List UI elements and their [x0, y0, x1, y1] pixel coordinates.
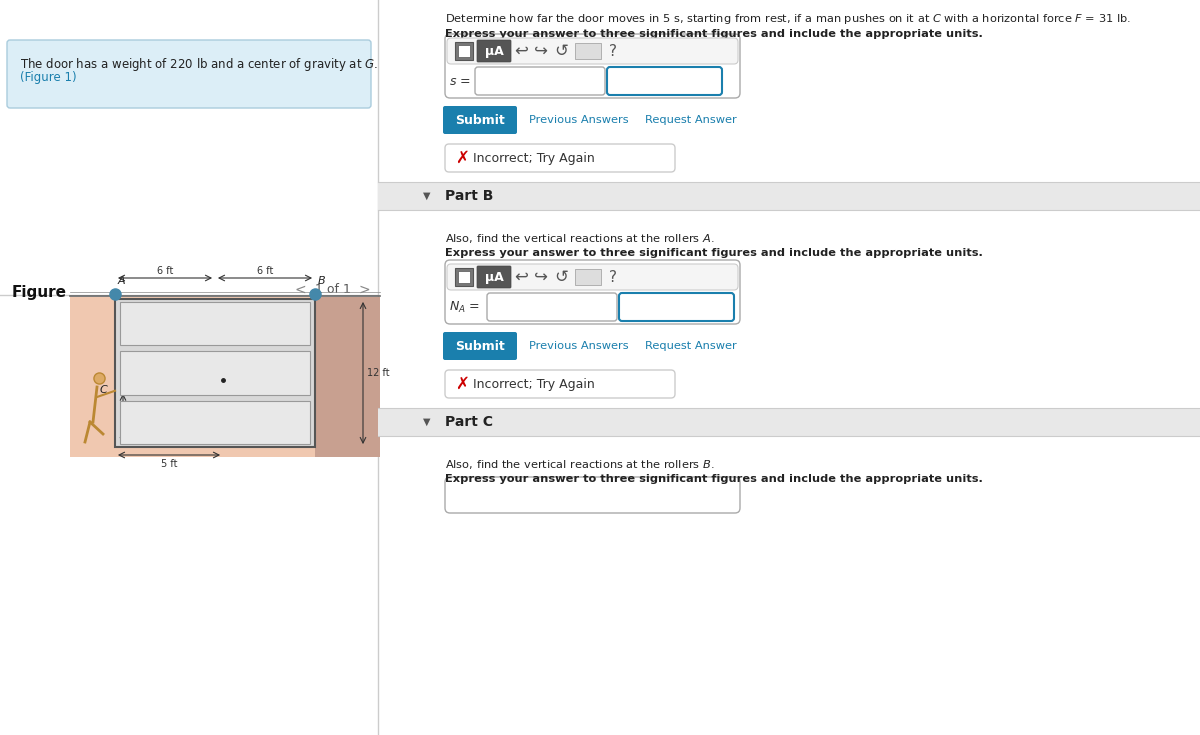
Text: μA: μA — [485, 45, 503, 57]
Text: $s$ =: $s$ = — [449, 74, 470, 87]
Text: 3 ft: 3 ft — [130, 414, 145, 424]
Text: ↩: ↩ — [514, 268, 528, 286]
Text: Incorrect; Try Again: Incorrect; Try Again — [473, 151, 595, 165]
FancyBboxPatch shape — [446, 264, 738, 290]
Text: <: < — [295, 283, 307, 297]
Text: B: B — [318, 276, 325, 286]
Text: ↺: ↺ — [554, 42, 568, 60]
FancyBboxPatch shape — [607, 67, 722, 95]
Text: Request Answer: Request Answer — [646, 341, 737, 351]
Text: ✗: ✗ — [455, 149, 469, 167]
Bar — [120, 401, 310, 444]
Text: ↪: ↪ — [534, 42, 548, 60]
Bar — [575, 269, 601, 285]
Text: Units: Units — [619, 74, 658, 88]
Text: Value: Value — [487, 74, 529, 88]
Bar — [115, 299, 314, 447]
Text: Figure: Figure — [12, 285, 67, 300]
Text: Part C: Part C — [445, 415, 493, 429]
Text: Request Answer: Request Answer — [646, 115, 737, 125]
Text: ↺: ↺ — [554, 268, 568, 286]
Text: ↪: ↪ — [534, 268, 548, 286]
Text: (Figure 1): (Figure 1) — [20, 71, 77, 84]
Text: Determine how far the door moves in 5 s, starting from rest, if a man pushes on : Determine how far the door moves in 5 s,… — [445, 12, 1130, 26]
Text: 5 ft: 5 ft — [161, 459, 178, 469]
Text: ?: ? — [610, 270, 617, 284]
Bar — [455, 268, 473, 286]
Text: $G$: $G$ — [227, 374, 238, 387]
Text: Also, find the vertical reactions at the rollers $A$.: Also, find the vertical reactions at the… — [445, 232, 714, 245]
FancyBboxPatch shape — [445, 144, 674, 172]
Text: ▼: ▼ — [424, 417, 431, 427]
Text: ?: ? — [610, 43, 617, 59]
Text: Express your answer to three significant figures and include the appropriate uni: Express your answer to three significant… — [445, 474, 983, 484]
Bar — [70, 297, 380, 457]
Text: Also, find the vertical reactions at the rollers $B$.: Also, find the vertical reactions at the… — [445, 458, 714, 471]
Bar — [455, 42, 473, 60]
Text: ▼: ▼ — [424, 191, 431, 201]
FancyBboxPatch shape — [445, 477, 740, 513]
FancyBboxPatch shape — [478, 266, 511, 288]
FancyBboxPatch shape — [445, 34, 740, 98]
FancyBboxPatch shape — [475, 67, 605, 95]
Text: The door has a weight of 220 lb and a center of gravity at $G$.: The door has a weight of 220 lb and a ce… — [20, 56, 378, 73]
Text: ✗: ✗ — [455, 375, 469, 393]
FancyBboxPatch shape — [443, 332, 517, 360]
Bar — [458, 45, 470, 57]
Bar — [378, 408, 1200, 436]
Text: $C$: $C$ — [100, 383, 109, 395]
Text: ↩: ↩ — [514, 42, 528, 60]
Bar — [575, 43, 601, 59]
Bar — [458, 271, 470, 283]
Text: μA: μA — [485, 270, 503, 284]
Text: Incorrect; Try Again: Incorrect; Try Again — [473, 378, 595, 390]
Text: Express your answer to three significant figures and include the appropriate uni: Express your answer to three significant… — [445, 248, 983, 258]
Text: Previous Answers: Previous Answers — [529, 341, 629, 351]
Text: 1 of 1: 1 of 1 — [314, 283, 350, 296]
FancyBboxPatch shape — [487, 293, 617, 321]
FancyBboxPatch shape — [7, 40, 371, 108]
FancyBboxPatch shape — [478, 40, 511, 62]
Text: 12 ft: 12 ft — [367, 368, 390, 378]
Text: Value: Value — [499, 299, 541, 315]
Text: >: > — [358, 283, 370, 297]
Text: $N_A$ =: $N_A$ = — [449, 299, 480, 315]
FancyBboxPatch shape — [445, 260, 740, 324]
FancyBboxPatch shape — [619, 293, 734, 321]
FancyBboxPatch shape — [446, 38, 738, 64]
Text: Express your answer to three significant figures and include the appropriate uni: Express your answer to three significant… — [445, 29, 983, 39]
Text: Submit: Submit — [455, 113, 505, 126]
Text: Previous Answers: Previous Answers — [529, 115, 629, 125]
Bar — [314, 297, 380, 457]
Bar — [378, 182, 1200, 210]
Text: Part B: Part B — [445, 189, 493, 203]
Text: A: A — [118, 276, 126, 286]
FancyBboxPatch shape — [443, 106, 517, 134]
Text: 6 ft: 6 ft — [157, 266, 173, 276]
Bar — [120, 302, 310, 345]
Text: 6 ft: 6 ft — [257, 266, 274, 276]
FancyBboxPatch shape — [445, 370, 674, 398]
Bar — [120, 351, 310, 395]
Text: Submit: Submit — [455, 340, 505, 353]
Text: Units: Units — [631, 299, 670, 315]
